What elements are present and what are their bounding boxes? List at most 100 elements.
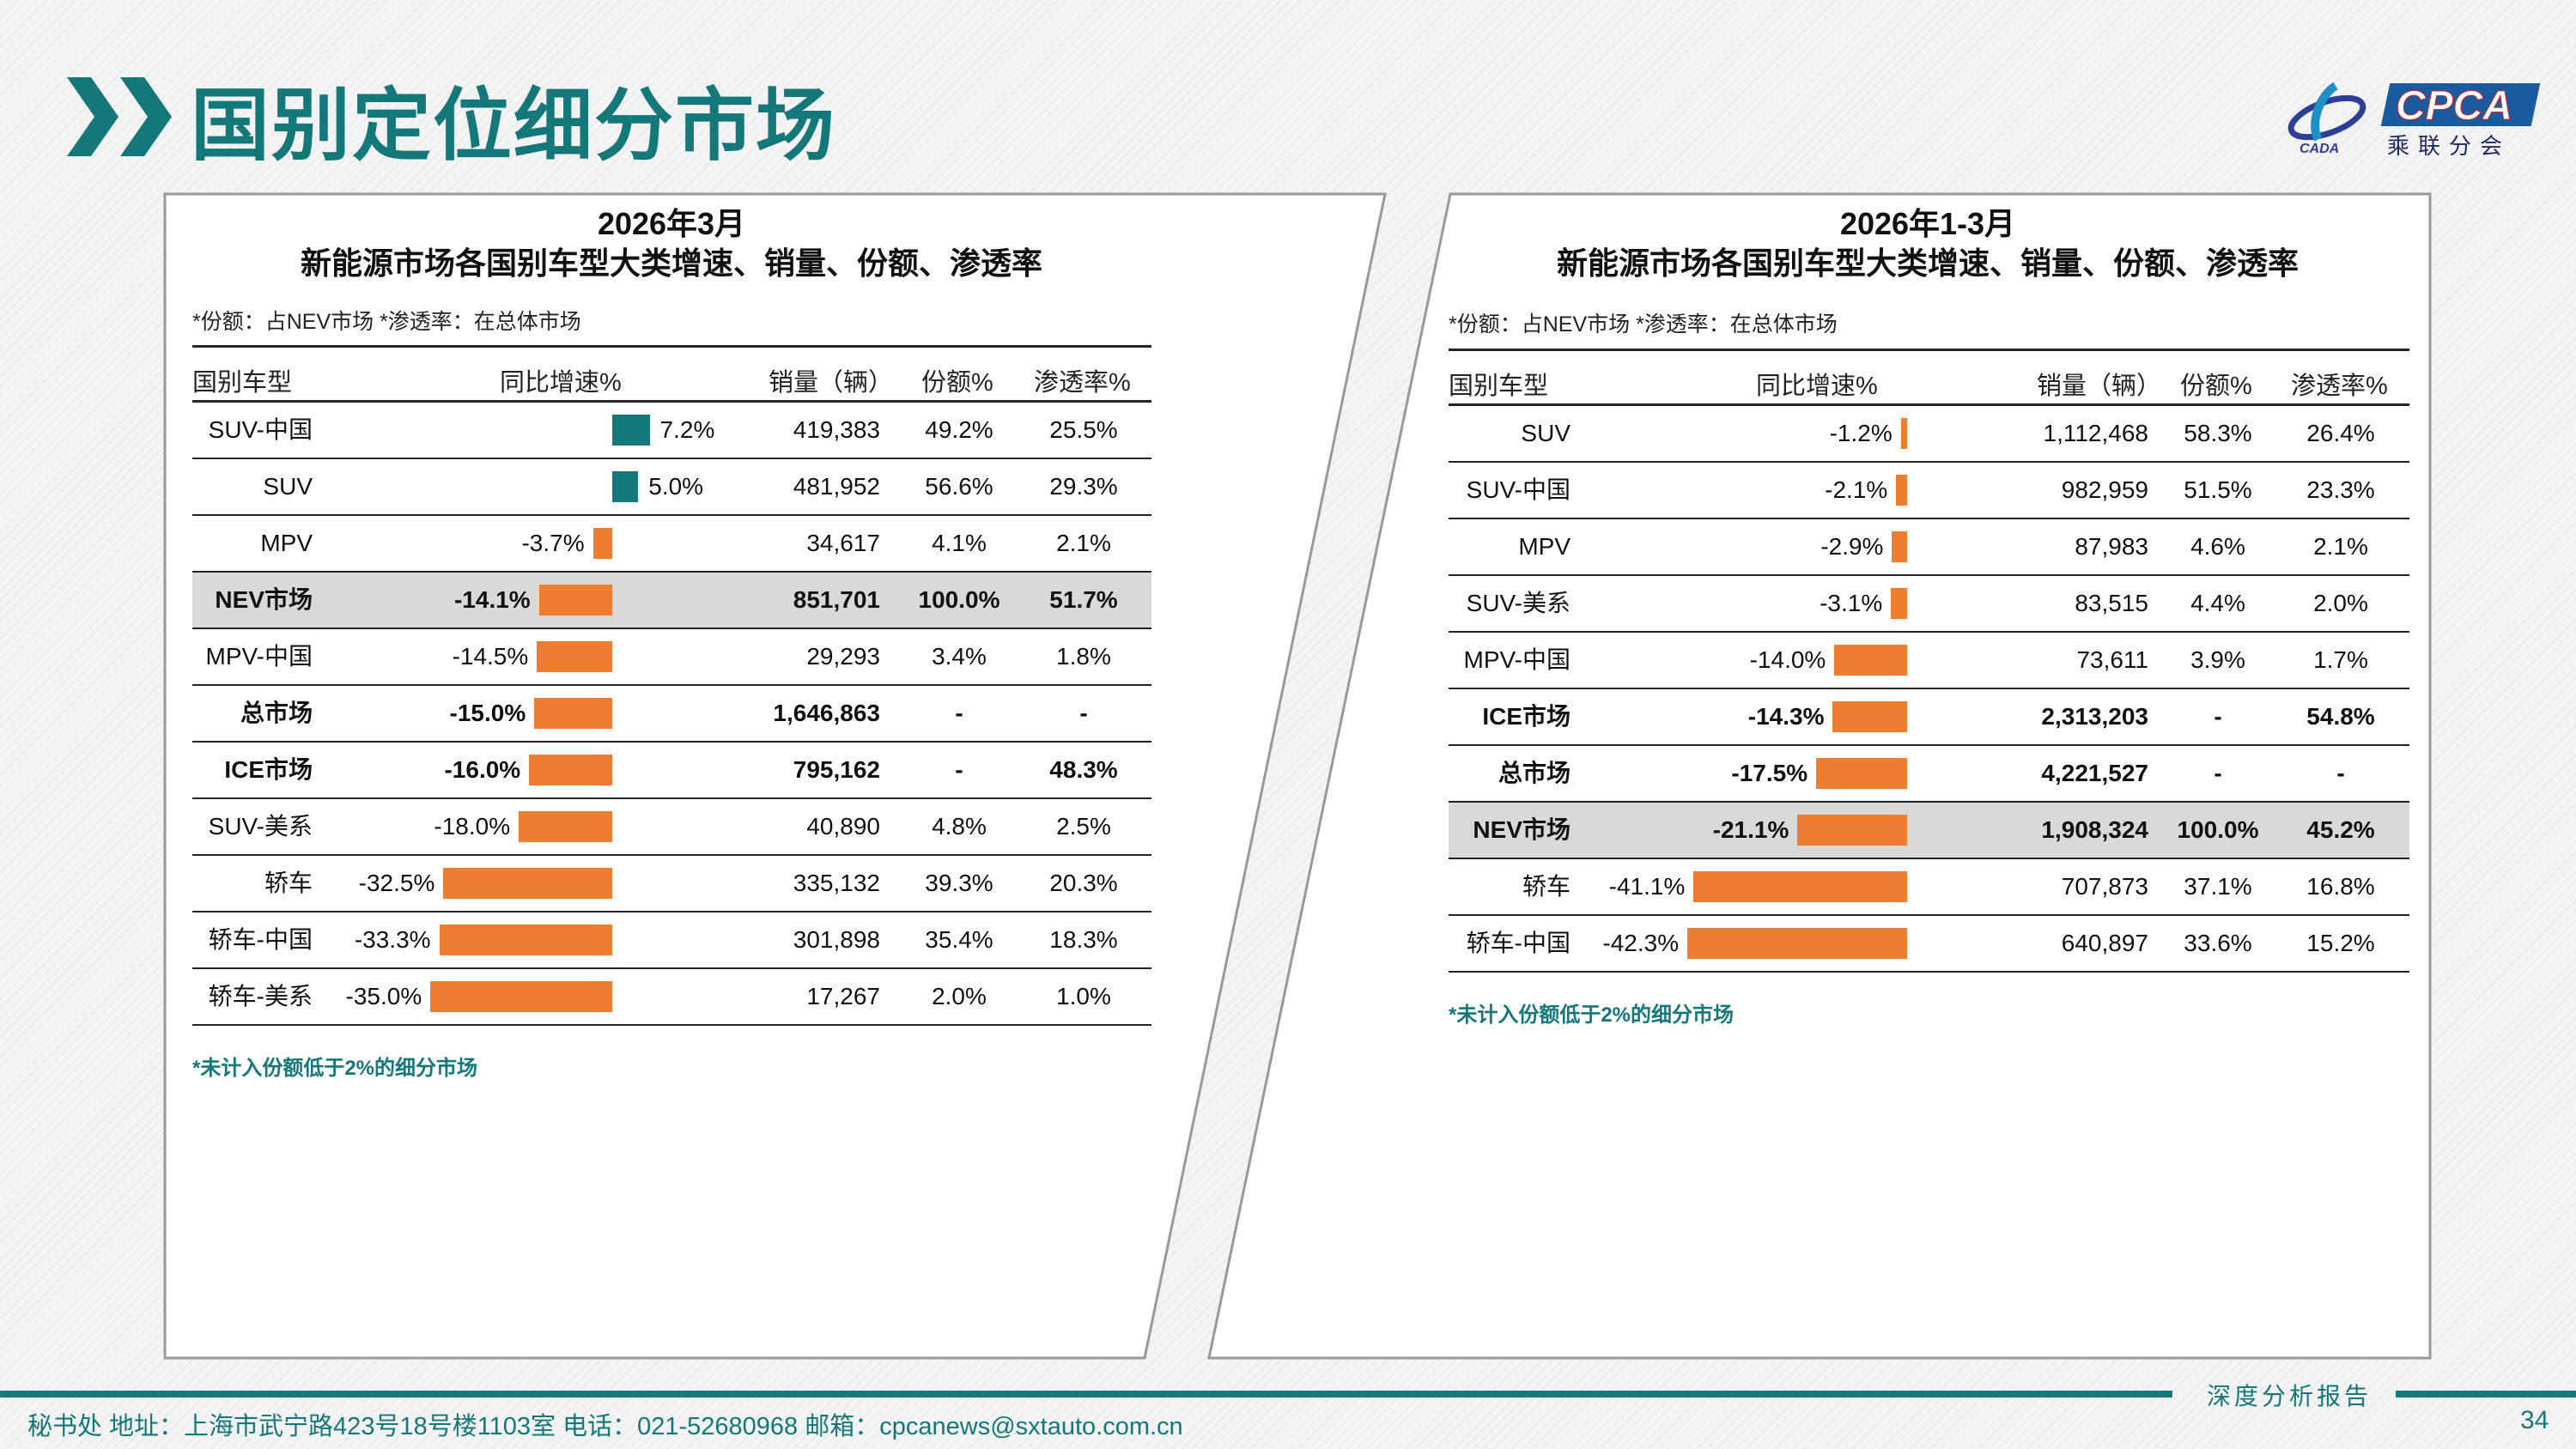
- growth-value: -35.0%: [345, 983, 422, 1009]
- footer-divider: [2396, 1391, 2576, 1397]
- penetration-value: 26.4%: [2306, 420, 2375, 446]
- growth-bar-negative: [592, 528, 612, 559]
- column-header: 国别车型: [192, 369, 293, 397]
- penetration-value: -: [1079, 700, 1088, 726]
- growth-value: -2.9%: [1820, 533, 1884, 560]
- growth-value: -3.7%: [521, 530, 585, 556]
- penetration-value: 1.7%: [2313, 646, 2368, 673]
- cada-logo-icon: CADA: [2287, 82, 2366, 156]
- row-rule: [1449, 631, 2409, 633]
- growth-bar-negative: [430, 981, 612, 1012]
- penetration-value: 23.3%: [2306, 476, 2375, 503]
- row-name: 轿车-中国: [1466, 930, 1571, 956]
- row-rule: [192, 571, 1151, 573]
- growth-value: -14.3%: [1747, 703, 1825, 730]
- header-rule: [192, 400, 1151, 403]
- growth-bar-negative: [1687, 928, 1907, 959]
- sales-value: 87,983: [2075, 533, 2148, 560]
- column-header: 销量（辆）: [769, 369, 894, 397]
- table-row: 轿车-中国 -42.3% 640,897 33.6% 15.2%: [1449, 916, 2409, 971]
- growth-bar-negative: [1900, 418, 1907, 449]
- row-rule: [1449, 574, 2409, 576]
- sales-value: 29,293: [806, 643, 880, 670]
- sales-value: 851,701: [793, 586, 880, 613]
- share-value: 100.0%: [918, 586, 1000, 613]
- row-name: SUV: [1521, 420, 1571, 446]
- penetration-value: 2.0%: [2313, 590, 2368, 616]
- growth-value: -33.3%: [354, 926, 431, 953]
- row-name: SUV-中国: [1466, 476, 1571, 503]
- penetration-value: 51.7%: [1049, 586, 1118, 613]
- growth-value: -14.0%: [1749, 646, 1826, 673]
- table-row: MPV -2.9% 87,983 4.6% 2.1%: [1449, 519, 2409, 574]
- row-name: SUV-中国: [208, 416, 313, 443]
- growth-bar-negative: [1797, 815, 1907, 846]
- chevron-icon: [67, 77, 118, 156]
- sales-value: 335,132: [793, 870, 880, 896]
- share-value: 4.8%: [932, 813, 987, 840]
- growth-value: 5.0%: [648, 473, 704, 500]
- row-rule: [192, 627, 1151, 629]
- growth-bar-negative: [519, 811, 612, 842]
- share-value: 100.0%: [2177, 816, 2259, 843]
- penetration-value: 15.2%: [2306, 930, 2375, 956]
- penetration-value: 16.8%: [2306, 873, 2375, 900]
- row-rule: [1449, 461, 2409, 463]
- column-header: 份额%: [2180, 373, 2252, 400]
- penetration-value: 48.3%: [1049, 756, 1118, 783]
- share-value: 58.3%: [2184, 420, 2252, 446]
- growth-value: -17.5%: [1731, 760, 1808, 786]
- footnote: *未计入份额低于2%的细分市场: [192, 1057, 478, 1080]
- share-value: 51.5%: [2184, 476, 2252, 503]
- column-header: 渗透率%: [2291, 373, 2388, 400]
- row-rule: [192, 911, 1151, 912]
- growth-value: 7.2%: [659, 416, 715, 443]
- growth-value: -3.1%: [1820, 590, 1883, 616]
- growth-bar-negative: [1834, 645, 1907, 676]
- growth-value: -42.3%: [1602, 930, 1680, 956]
- share-value: 2.0%: [932, 983, 987, 1009]
- share-value: 4.1%: [932, 530, 987, 556]
- row-rule: [1449, 914, 2409, 916]
- column-header: 份额%: [921, 369, 993, 397]
- row-rule: [192, 797, 1151, 799]
- row-name: 总市场: [1498, 760, 1571, 786]
- sales-value: 40,890: [806, 813, 880, 840]
- growth-value: -16.0%: [444, 756, 521, 783]
- column-header: 渗透率%: [1034, 369, 1131, 397]
- page-title: 国别定位细分市场: [191, 82, 837, 170]
- growth-bar-negative: [1896, 475, 1907, 506]
- table-row: 轿车 -32.5% 335,132 39.3% 20.3%: [192, 856, 1151, 911]
- footnote: *未计入份额低于2%的细分市场: [1449, 1003, 1735, 1027]
- sales-value: 1,646,863: [773, 700, 880, 726]
- row-name: ICE市场: [1482, 703, 1571, 730]
- penetration-value: 2.1%: [1056, 530, 1111, 556]
- table-row: SUV-中国 -2.1% 982,959 51.5% 23.3%: [1449, 463, 2409, 518]
- growth-bar-negative: [529, 755, 612, 785]
- growth-bar-negative: [443, 868, 612, 899]
- row-rule: [1449, 518, 2409, 519]
- row-rule: [192, 1024, 1151, 1026]
- growth-value: -1.2%: [1829, 420, 1893, 446]
- row-rule: [1449, 971, 2409, 973]
- table-row: MPV-中国 -14.5% 29,293 3.4% 1.8%: [192, 629, 1151, 684]
- table-top-rule: [1449, 349, 2409, 351]
- table-top-rule: [192, 345, 1151, 348]
- row-rule: [192, 458, 1151, 459]
- growth-bar-negative: [1832, 701, 1907, 732]
- sales-value: 2,313,203: [2041, 703, 2148, 730]
- sales-value: 481,952: [793, 473, 880, 500]
- growth-bar-positive: [612, 415, 650, 446]
- growth-bar-negative: [1892, 531, 1907, 562]
- row-name: NEV市场: [1473, 816, 1571, 843]
- table-row: SUV-美系 -3.1% 83,515 4.4% 2.0%: [1449, 576, 2409, 631]
- growth-value: -14.5%: [452, 643, 529, 670]
- share-value: 49.2%: [925, 416, 993, 443]
- penetration-value: 1.0%: [1056, 983, 1111, 1009]
- growth-bar-negative: [1816, 758, 1907, 789]
- row-name: ICE市场: [224, 756, 313, 783]
- growth-bar-negative: [538, 585, 612, 615]
- sales-value: 1,908,324: [2041, 816, 2148, 843]
- growth-bar-positive: [612, 471, 639, 502]
- penetration-value: 2.1%: [2313, 533, 2368, 560]
